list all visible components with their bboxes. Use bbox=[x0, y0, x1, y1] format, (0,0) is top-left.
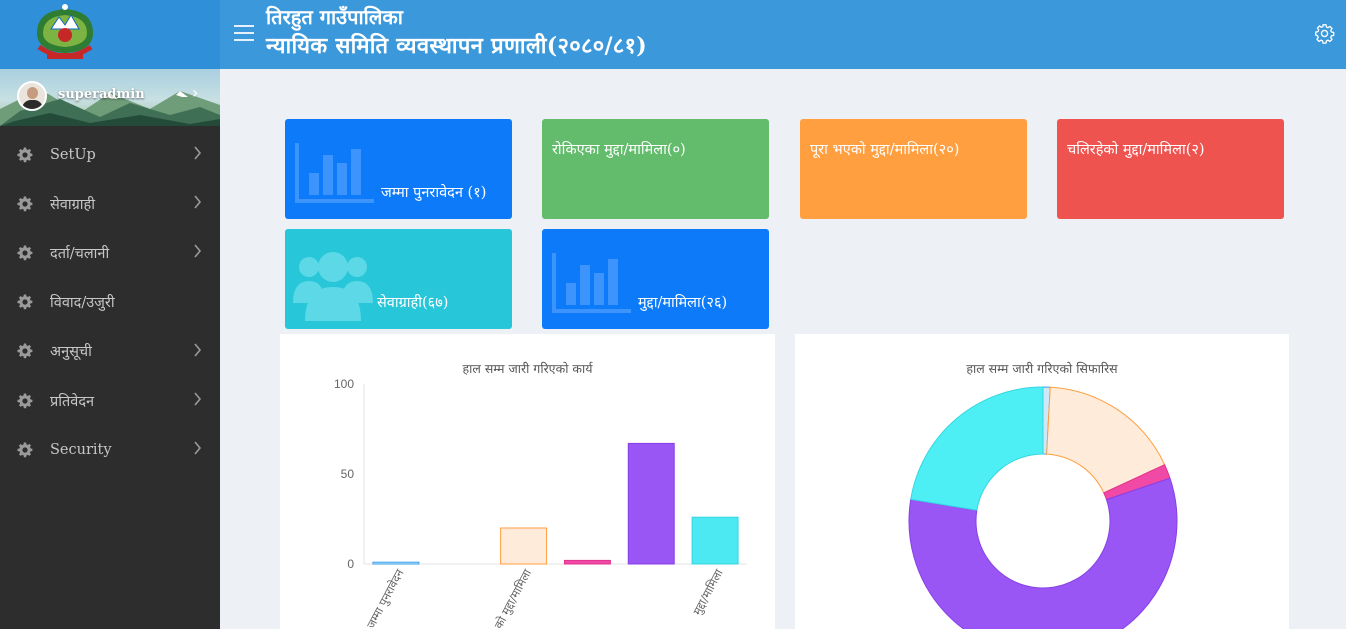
municipality-title: तिरहुत गाउँपालिका bbox=[266, 5, 403, 29]
chevron-right-icon bbox=[194, 195, 202, 209]
sidebar-item-label: SetUp bbox=[50, 146, 96, 163]
gear-icon bbox=[17, 196, 33, 212]
logo-area bbox=[0, 0, 220, 69]
card-label: मुद्दा/मामिला(२६) bbox=[638, 295, 728, 311]
bar[interactable] bbox=[691, 516, 739, 565]
user-panel[interactable]: superadmin › bbox=[0, 69, 220, 126]
sidebar-item[interactable]: SetUp bbox=[0, 130, 220, 179]
sidebar-item[interactable]: अनुसूची bbox=[0, 327, 220, 376]
bar-chart-panel: हाल सम्म जारी गरिएको कार्य 0 50 100 जम्मा प… bbox=[280, 334, 775, 629]
chevron-right-icon bbox=[194, 441, 202, 455]
sidebar-item[interactable]: सेवाग्राही bbox=[0, 179, 220, 228]
sidebar-item-label: सेवाग्राही bbox=[50, 196, 96, 213]
sidebar-item[interactable]: Security bbox=[0, 425, 220, 474]
chevron-right-icon bbox=[194, 343, 202, 357]
gear-icon bbox=[17, 147, 33, 162]
chevron-right-icon bbox=[194, 392, 202, 406]
sidebar-item-label: प्रतिवेदन bbox=[50, 393, 95, 410]
chart-title: हाल सम्म जारी गरिएको सिफारिस bbox=[966, 361, 1118, 376]
government-emblem-icon[interactable] bbox=[29, 3, 101, 67]
bar[interactable] bbox=[500, 527, 548, 565]
chevron-right-icon: › bbox=[192, 83, 199, 102]
card-ongoing-cases[interactable]: चलिरहेको मुद्दा/मामिला(२) bbox=[1057, 119, 1284, 219]
users-icon bbox=[293, 252, 373, 321]
card-label: चलिरहेको मुद्दा/मामिला(२) bbox=[1067, 142, 1205, 158]
y-tick-label: 100 bbox=[334, 377, 354, 391]
card-label: सेवाग्राही(६७) bbox=[377, 295, 449, 311]
hamburger-icon[interactable] bbox=[234, 25, 254, 43]
donut-slice[interactable] bbox=[910, 386, 1044, 511]
sidebar-item-label: विवाद/उजुरी bbox=[50, 295, 115, 312]
bar-chart-icon bbox=[552, 253, 631, 313]
card-total-appeals[interactable]: जम्मा पुनरावेदन (१) bbox=[285, 119, 512, 219]
donut-slice[interactable] bbox=[1046, 386, 1166, 494]
avatar bbox=[17, 81, 47, 111]
card-halted-cases[interactable]: रोकिएका मुद्दा/मामिला(०) bbox=[542, 119, 769, 219]
gear-icon bbox=[17, 245, 33, 261]
gear-icon bbox=[17, 294, 33, 310]
card-label: जम्मा पुनरावेदन (१) bbox=[381, 185, 487, 201]
card-label: पूरा भएको मुद्दा/मामिला(२०) bbox=[810, 142, 960, 158]
x-tick-label: ...को मुद्दा/मामिला bbox=[486, 566, 536, 629]
sidebar-item[interactable]: विवाद/उजुरी bbox=[0, 278, 220, 327]
bar[interactable] bbox=[372, 561, 420, 565]
chart-title: हाल सम्म जारी गरिएको कार्य bbox=[462, 361, 593, 376]
mountain-banner bbox=[0, 89, 220, 126]
bar-chart-icon bbox=[295, 143, 374, 203]
card-label: रोकिएका मुद्दा/मामिला(०) bbox=[552, 142, 686, 158]
card-cases[interactable]: मुद्दा/मामिला(२६) bbox=[542, 229, 769, 329]
bar-chart: 0 50 100 जम्मा पुनरावेदन ...को मुद्दा/मामिला… bbox=[334, 377, 747, 629]
sidebar-item-label: दर्ता/चलानी bbox=[50, 245, 110, 262]
y-tick-label: 50 bbox=[341, 467, 355, 481]
bar[interactable] bbox=[627, 442, 675, 565]
donut-chart-panel: हाल सम्म जारी गरिएको सिफारिस bbox=[795, 334, 1289, 629]
gear-icon[interactable] bbox=[1314, 23, 1335, 44]
gear-icon bbox=[17, 442, 33, 458]
top-header: तिरहुत गाउँपालिका न्यायिक समिति व्यवस्था… bbox=[220, 0, 1346, 69]
sidebar: superadmin › SetUp सेवाग्राही दर्ता/चलानी व… bbox=[0, 0, 220, 629]
chevron-right-icon bbox=[194, 146, 202, 160]
gear-icon bbox=[17, 393, 33, 408]
y-tick-label: 0 bbox=[347, 557, 354, 571]
sidebar-item-label: Security bbox=[50, 441, 112, 458]
bar[interactable] bbox=[563, 559, 611, 565]
sidebar-item[interactable]: प्रतिवेदन bbox=[0, 376, 220, 425]
donut-slice[interactable] bbox=[908, 477, 1178, 629]
sidebar-item-label: अनुसूची bbox=[50, 344, 92, 361]
card-clients[interactable]: सेवाग्राही(६७) bbox=[285, 229, 512, 329]
card-completed-cases[interactable]: पूरा भएको मुद्दा/मामिला(२०) bbox=[800, 119, 1027, 219]
gear-icon bbox=[17, 343, 33, 359]
chevron-right-icon bbox=[194, 244, 202, 258]
user-name: superadmin bbox=[58, 87, 145, 102]
sidebar-menu: SetUp सेवाग्राही दर्ता/चलानी विवाद/उजुरी अनु… bbox=[0, 130, 220, 474]
x-tick-label: मुद्दा/मामिला bbox=[690, 566, 727, 618]
system-title: न्यायिक समिति व्यवस्थापन प्रणाली(२०८०/८१… bbox=[266, 33, 647, 59]
sidebar-item[interactable]: दर्ता/चलानी bbox=[0, 228, 220, 277]
x-tick-label: जम्मा पुनरावेदन bbox=[364, 566, 408, 629]
donut-chart bbox=[908, 386, 1178, 629]
